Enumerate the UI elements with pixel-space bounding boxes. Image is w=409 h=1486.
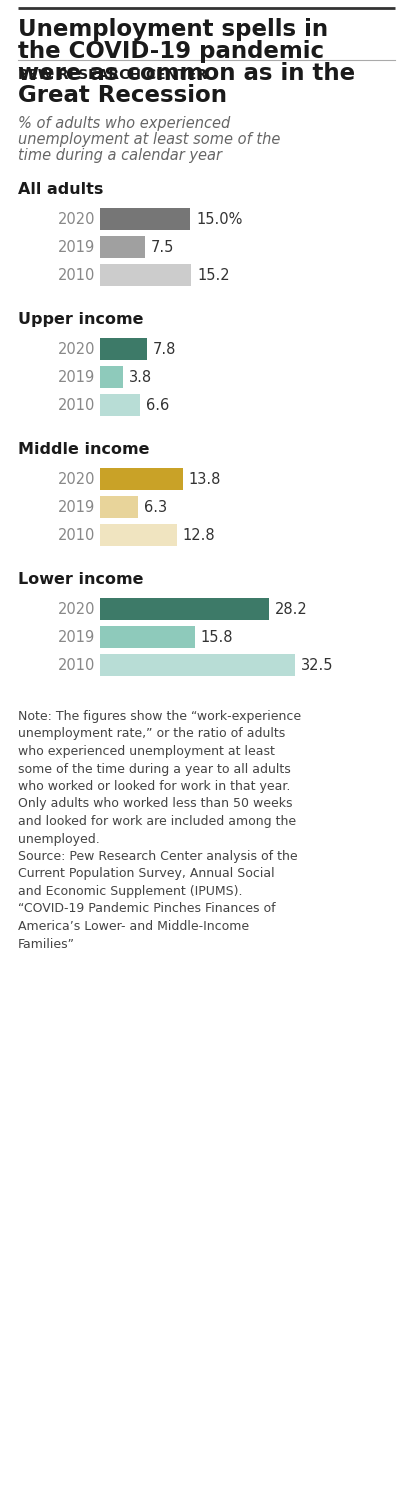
Bar xyxy=(100,597,269,620)
Bar xyxy=(100,208,189,230)
Text: 32.5: 32.5 xyxy=(300,657,333,673)
Text: 2010: 2010 xyxy=(58,267,95,282)
Text: PEW RESEARCH CENTER: PEW RESEARCH CENTER xyxy=(18,68,207,82)
Text: 2019: 2019 xyxy=(58,499,95,514)
Text: 6.6: 6.6 xyxy=(145,397,169,413)
Text: 15.0%: 15.0% xyxy=(196,211,242,226)
Text: % of adults who experienced: % of adults who experienced xyxy=(18,116,230,131)
Text: Middle income: Middle income xyxy=(18,441,149,458)
Bar xyxy=(100,468,182,490)
Text: 2019: 2019 xyxy=(58,239,95,254)
Text: 2019: 2019 xyxy=(58,630,95,645)
Text: 15.8: 15.8 xyxy=(200,630,233,645)
Text: 2020: 2020 xyxy=(57,342,95,357)
Text: Note: The figures show the “work-experience
unemployment rate,” or the ratio of : Note: The figures show the “work-experie… xyxy=(18,710,300,951)
Bar xyxy=(100,236,145,259)
Bar xyxy=(100,337,146,360)
Text: 7.5: 7.5 xyxy=(151,239,174,254)
Text: 2010: 2010 xyxy=(58,397,95,413)
Text: 15.2: 15.2 xyxy=(197,267,229,282)
Text: Unemployment spells in: Unemployment spells in xyxy=(18,18,327,42)
Text: 2019: 2019 xyxy=(58,370,95,385)
Text: 2020: 2020 xyxy=(57,471,95,486)
Bar xyxy=(100,626,194,648)
Text: unemployment at least some of the: unemployment at least some of the xyxy=(18,132,280,147)
Text: the COVID-19 pandemic: the COVID-19 pandemic xyxy=(18,40,324,62)
Text: 3.8: 3.8 xyxy=(128,370,152,385)
Bar xyxy=(100,525,176,545)
Text: 28.2: 28.2 xyxy=(274,602,307,617)
Text: were as common as in the: were as common as in the xyxy=(18,62,354,85)
Text: 2020: 2020 xyxy=(57,211,95,226)
Text: time during a calendar year: time during a calendar year xyxy=(18,149,221,163)
Text: 13.8: 13.8 xyxy=(188,471,220,486)
Text: All adults: All adults xyxy=(18,181,103,198)
Text: Upper income: Upper income xyxy=(18,312,143,327)
Text: 12.8: 12.8 xyxy=(182,528,215,542)
Bar xyxy=(100,496,137,519)
Text: 2020: 2020 xyxy=(57,602,95,617)
Bar xyxy=(100,654,294,676)
Text: 6.3: 6.3 xyxy=(144,499,166,514)
Bar xyxy=(100,394,139,416)
Text: 2010: 2010 xyxy=(58,528,95,542)
Text: Lower income: Lower income xyxy=(18,572,143,587)
Bar xyxy=(100,366,123,388)
Text: 2010: 2010 xyxy=(58,657,95,673)
Bar xyxy=(100,265,191,285)
Text: Great Recession: Great Recession xyxy=(18,85,227,107)
Text: 7.8: 7.8 xyxy=(153,342,176,357)
